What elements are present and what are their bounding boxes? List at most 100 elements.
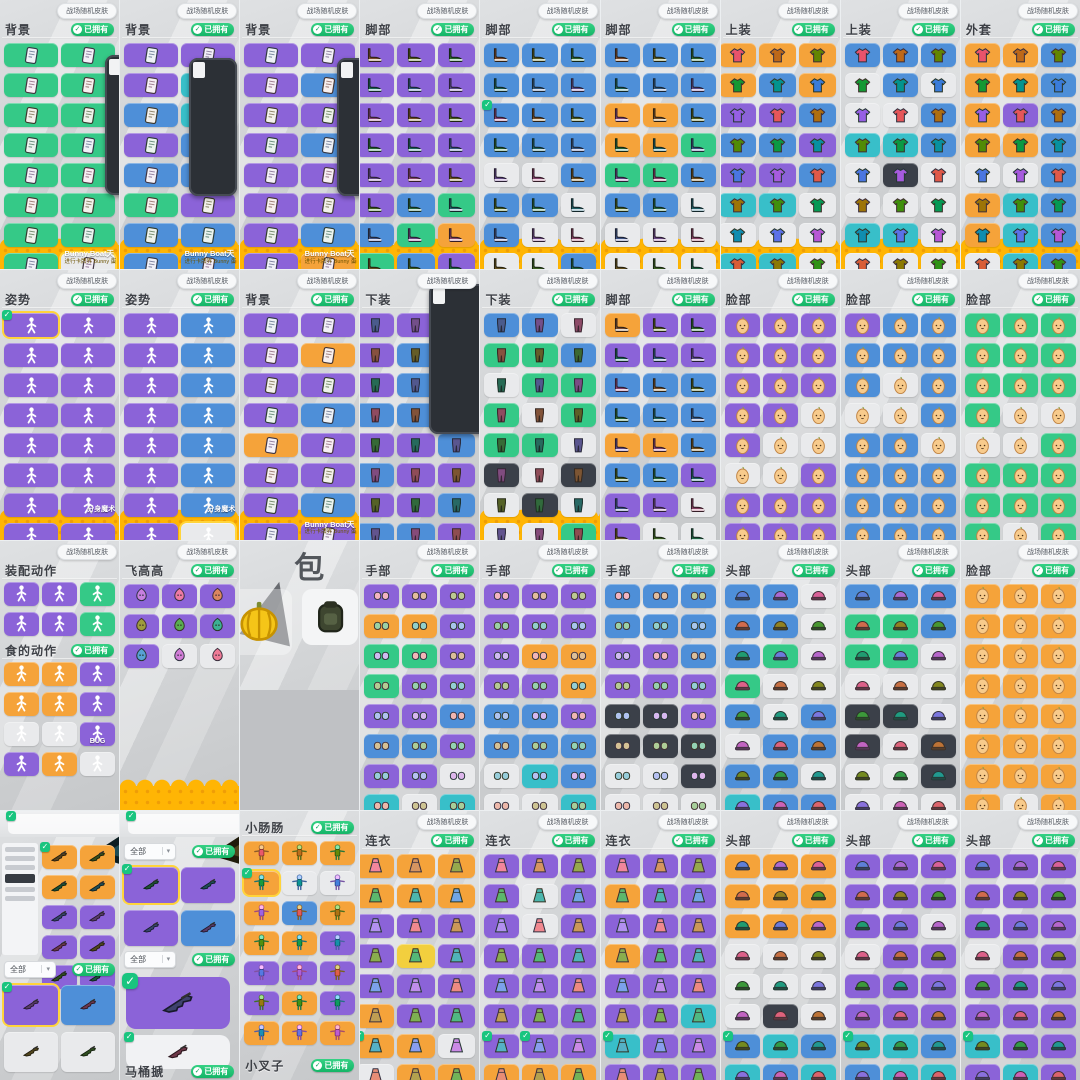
item-tile[interactable]	[522, 793, 558, 810]
item-tile[interactable]	[800, 943, 836, 968]
item-tile[interactable]	[364, 793, 400, 810]
item-tile[interactable]	[397, 103, 435, 127]
item-tile[interactable]	[680, 883, 716, 908]
item-tile[interactable]	[1002, 133, 1038, 157]
item-tile[interactable]	[800, 793, 836, 810]
item-tile[interactable]	[762, 313, 798, 338]
item-tile[interactable]	[560, 193, 596, 217]
item-tile[interactable]	[642, 43, 678, 67]
item-tile[interactable]	[437, 43, 476, 67]
item-tile[interactable]	[1002, 193, 1038, 217]
item-tile[interactable]	[680, 463, 716, 488]
item-tile[interactable]	[4, 433, 59, 458]
item-tile[interactable]	[920, 403, 956, 428]
item-tile[interactable]	[437, 913, 476, 938]
item-tile[interactable]	[844, 403, 880, 428]
item-tile[interactable]	[437, 1033, 476, 1058]
item-tile[interactable]	[964, 73, 1000, 97]
item-tile[interactable]	[437, 73, 476, 97]
weapon-slot[interactable]: ✓	[6, 810, 120, 834]
item-tile[interactable]	[1040, 673, 1076, 698]
item-tile[interactable]	[522, 43, 558, 67]
item-tile[interactable]	[920, 853, 956, 878]
item-tile[interactable]	[920, 493, 956, 518]
item-tile[interactable]	[964, 763, 1000, 788]
item-tile[interactable]	[844, 973, 880, 998]
item-tile[interactable]	[964, 433, 1000, 458]
item-tile[interactable]	[604, 973, 640, 998]
item-tile[interactable]	[4, 43, 59, 67]
item-tile[interactable]	[720, 163, 756, 187]
item-tile[interactable]	[762, 583, 798, 608]
item-tile[interactable]	[844, 163, 880, 187]
item-tile[interactable]	[844, 673, 880, 698]
item-tile[interactable]	[484, 583, 520, 608]
item-tile[interactable]	[1040, 43, 1076, 67]
item-tile[interactable]	[680, 703, 716, 728]
item-tile[interactable]	[882, 523, 918, 540]
item-tile[interactable]	[1040, 853, 1076, 878]
item-tile[interactable]	[762, 523, 798, 540]
item-tile[interactable]	[522, 433, 558, 458]
item-tile[interactable]	[560, 343, 596, 368]
item-tile[interactable]	[360, 433, 395, 458]
item-tile[interactable]	[964, 1003, 1000, 1028]
item-tile[interactable]	[560, 583, 596, 608]
item-tile[interactable]	[1002, 403, 1038, 428]
item-tile[interactable]	[1040, 793, 1076, 810]
item-tile[interactable]	[282, 990, 318, 1015]
item-tile[interactable]: ✓	[520, 1030, 558, 1058]
item-tile[interactable]	[560, 943, 596, 968]
item-tile[interactable]: ✓	[962, 1030, 1000, 1058]
random-skin-pill[interactable]: 战场随机皮肤	[897, 3, 958, 19]
item-tile[interactable]	[560, 703, 596, 728]
item-tile[interactable]	[964, 403, 1000, 428]
item-tile[interactable]	[560, 493, 596, 518]
item-tile[interactable]	[181, 909, 236, 946]
item-tile[interactable]	[522, 883, 558, 908]
item-tile[interactable]	[80, 661, 116, 686]
item-tile[interactable]	[680, 613, 716, 638]
item-tile[interactable]	[397, 1003, 435, 1028]
item-tile[interactable]	[800, 583, 836, 608]
item-tile[interactable]	[124, 223, 179, 247]
item-tile[interactable]	[920, 943, 956, 968]
item-tile[interactable]	[484, 193, 520, 217]
item-tile[interactable]	[360, 103, 395, 127]
item-tile[interactable]	[800, 703, 836, 728]
item-tile[interactable]	[484, 223, 520, 247]
item-tile[interactable]	[397, 973, 435, 998]
item-tile[interactable]	[124, 373, 179, 398]
item-tile[interactable]	[484, 523, 520, 540]
item-tile[interactable]	[560, 163, 596, 187]
item-tile[interactable]	[124, 463, 179, 488]
item-tile[interactable]	[80, 844, 116, 869]
item-tile[interactable]	[680, 133, 716, 157]
item-tile[interactable]	[397, 133, 435, 157]
item-tile[interactable]	[360, 133, 395, 157]
item-tile[interactable]	[680, 103, 716, 127]
random-skin-pill[interactable]: 战场随机皮肤	[417, 3, 478, 19]
item-tile[interactable]	[124, 343, 179, 368]
item-tile[interactable]	[964, 853, 1000, 878]
item-tile[interactable]	[200, 613, 236, 638]
item-tile[interactable]	[397, 253, 435, 270]
item-tile[interactable]	[882, 493, 918, 518]
item-tile[interactable]	[437, 523, 476, 540]
item-tile[interactable]	[724, 463, 760, 488]
item-tile[interactable]	[181, 313, 236, 338]
item-tile[interactable]	[762, 433, 798, 458]
random-skin-pill[interactable]: 战场随机皮肤	[297, 273, 358, 290]
item-tile[interactable]	[560, 763, 596, 788]
item-tile[interactable]	[397, 853, 435, 878]
item-tile[interactable]	[680, 643, 716, 668]
filter-dropdown[interactable]: 全部 ▾	[4, 960, 56, 978]
item-tile[interactable]	[642, 703, 678, 728]
item-tile[interactable]	[642, 253, 678, 270]
item-tile[interactable]	[1040, 613, 1076, 638]
item-tile[interactable]	[440, 733, 476, 758]
item-tile[interactable]	[762, 913, 798, 938]
item-tile[interactable]	[844, 733, 880, 758]
item-tile[interactable]	[798, 223, 836, 247]
item-tile[interactable]	[560, 313, 596, 338]
